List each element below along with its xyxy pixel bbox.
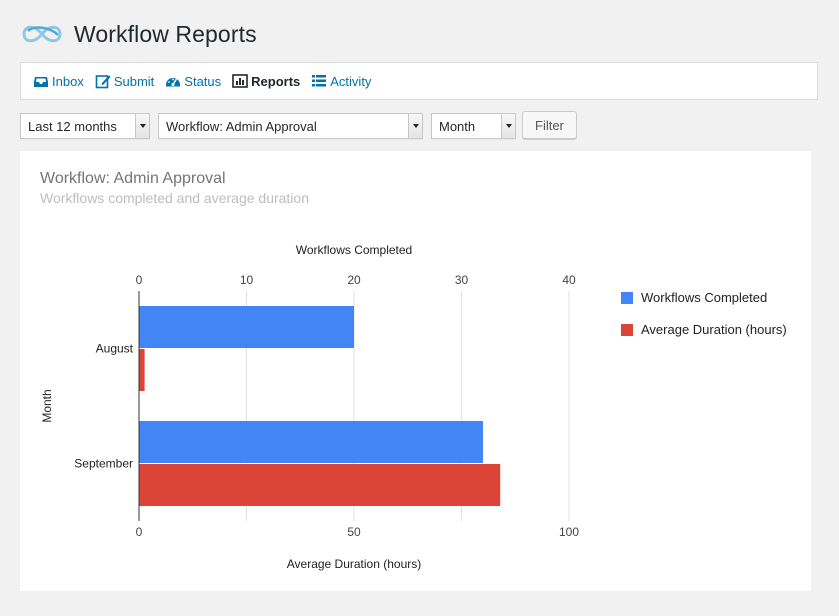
bottom-tick-label: 0 <box>136 525 143 539</box>
chart-title: Workflow: Admin Approval <box>40 170 226 187</box>
nav-item-activity[interactable]: Activity <box>311 73 371 89</box>
filter-button[interactable]: Filter <box>522 111 577 139</box>
legend-label: Workflows Completed <box>641 290 767 305</box>
nav-item-label: Activity <box>330 73 372 89</box>
nav-item-label: Inbox <box>52 73 84 89</box>
nav-item-reports[interactable]: Reports <box>232 73 300 89</box>
nav-item-label: Status <box>184 73 222 89</box>
infinity-loop-icon <box>22 25 62 43</box>
top-tick-label: 0 <box>136 273 143 287</box>
chevron-down-icon <box>501 114 515 138</box>
workflow-value: Workflow: Admin Approval <box>166 118 317 134</box>
nav-item-label: Submit <box>113 73 155 89</box>
bar <box>139 349 145 391</box>
workflow-select[interactable]: Workflow: Admin Approval <box>158 113 423 139</box>
group-by-value: Month <box>439 118 476 134</box>
chevron-down-icon <box>408 114 422 138</box>
nav-item-submit[interactable]: Submit <box>95 73 154 89</box>
dashboard-icon <box>165 73 181 89</box>
bottom-tick-label: 100 <box>559 525 579 539</box>
filter-bar: Last 12 months Workflow: Admin Approval … <box>20 111 577 140</box>
chevron-down-icon <box>135 114 149 138</box>
top-tick-label: 20 <box>347 273 361 287</box>
nav-bar: Inbox Submit Status Reports Activity <box>20 62 818 100</box>
bar-chart: August September Workflows Completed 0 10 20 3… <box>40 243 787 571</box>
bar-chart-icon <box>232 73 248 89</box>
date-range-value: Last 12 months <box>28 118 117 134</box>
category-label: August <box>96 342 134 356</box>
bottom-axis-title: Average Duration (hours) <box>287 557 422 571</box>
report-panel: Workflow: Admin Approval Workflows compl… <box>20 151 811 591</box>
y-axis-label: Month <box>40 389 54 422</box>
bar <box>139 464 501 506</box>
nav-item-label: Reports <box>251 73 301 89</box>
inbox-icon <box>33 73 49 89</box>
group-by-select[interactable]: Month <box>431 113 516 139</box>
bottom-tick-label: 50 <box>347 525 361 539</box>
date-range-select[interactable]: Last 12 months <box>20 113 150 139</box>
bar <box>139 421 483 463</box>
page-title: Workflow Reports <box>74 20 257 47</box>
nav-item-inbox[interactable]: Inbox <box>33 73 84 89</box>
chart-subtitle: Workflows completed and average duration <box>40 190 310 206</box>
legend-swatch <box>621 324 633 336</box>
edit-icon <box>95 73 111 89</box>
list-icon <box>311 73 327 89</box>
category-label: September <box>74 457 133 471</box>
legend-swatch <box>621 292 633 304</box>
top-tick-label: 40 <box>562 273 576 287</box>
top-tick-label: 10 <box>240 273 254 287</box>
bar <box>139 306 354 348</box>
nav-item-status[interactable]: Status <box>165 73 221 89</box>
top-tick-label: 30 <box>455 273 469 287</box>
legend-label: Average Duration (hours) <box>641 322 787 337</box>
top-axis-title: Workflows Completed <box>296 243 412 257</box>
page-header: Workflow Reports <box>20 14 257 54</box>
